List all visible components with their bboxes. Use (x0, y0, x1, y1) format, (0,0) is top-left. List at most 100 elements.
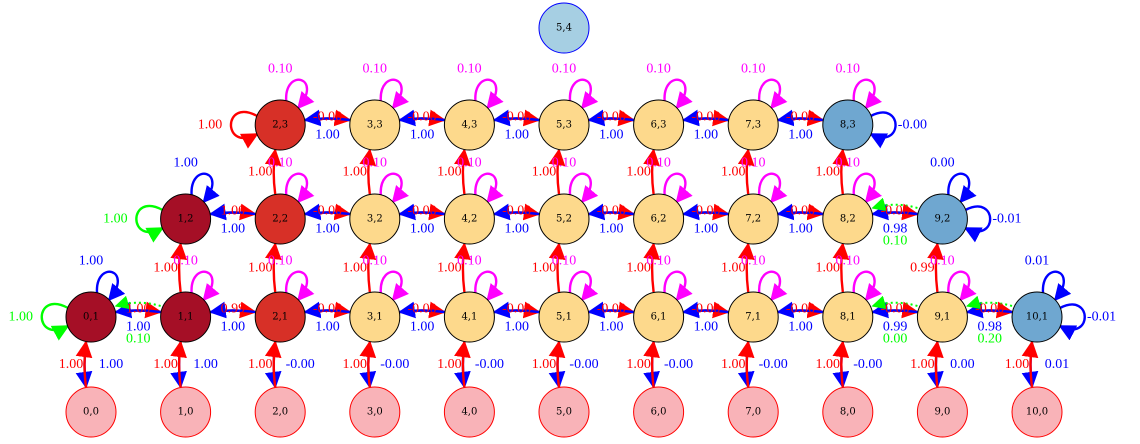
self-loop-label: 1.00 (103, 212, 128, 227)
node-label: 9,1 (934, 312, 950, 323)
node-circle (727, 386, 779, 438)
node-circle (160, 193, 212, 245)
edge-weight-label: 1.00 (694, 128, 719, 143)
node-8-1: 8,1 (822, 291, 874, 343)
node-5-1: 5,1 (538, 291, 590, 343)
edge-9-0-to-9-1-red (927, 340, 944, 388)
edge-weight-label: 1.00 (410, 128, 435, 143)
node-circle (822, 386, 874, 438)
self-loop-2-3 (284, 78, 315, 110)
self-loop-8-3 (869, 111, 897, 149)
node-circle (443, 99, 495, 151)
node-label: 0,1 (83, 312, 99, 323)
node-circle (538, 291, 590, 343)
edge-5-1-to-5-2-red (548, 242, 566, 293)
self-loop-label: 0.10 (741, 62, 766, 77)
node-circle (727, 193, 779, 245)
node-circle (633, 291, 685, 343)
node-label: 2,2 (272, 214, 288, 225)
edge-10-1-to-9-1-blue (965, 301, 1013, 319)
node-circle (65, 386, 117, 438)
node-5-3: 5,3 (538, 99, 590, 151)
self-loop-0-1 (40, 302, 70, 341)
edge-8-3-to-7-3-blue (776, 109, 823, 127)
node-label: 7,1 (745, 312, 761, 323)
edge-7-2-to-6-2-blue (681, 203, 729, 221)
edge-weight-label: 1.00 (153, 261, 178, 276)
edge-labels-layer: -0.00 -0.00 -0.00 -0.00 -0.00 -0.00 1.00 1.00 1.… (9, 62, 1117, 373)
node-4-0: 4,0 (443, 386, 495, 438)
self-loop-label: 0.10 (836, 156, 861, 171)
self-loop-label: 0.01 (1025, 254, 1050, 269)
node-label: 8,2 (840, 214, 856, 225)
edge-weight-label: 0.99 (883, 320, 908, 335)
edge-weight-label: 1.00 (626, 261, 651, 276)
self-loop-6-2 (663, 172, 693, 204)
node-label: 5,1 (556, 312, 572, 323)
node-6-2: 6,2 (633, 193, 685, 245)
node-0-1: 0,1 (65, 291, 117, 343)
self-loop-label: 0.10 (457, 254, 482, 269)
node-4-3: 4,3 (443, 99, 495, 151)
edge-weight-label: -0.00 (691, 302, 720, 317)
node-circle (916, 386, 968, 438)
node-4-1: 4,1 (443, 291, 495, 343)
node-label: 3,1 (367, 312, 383, 323)
node-2-0: 2,0 (254, 386, 306, 438)
self-loop-2-3 (229, 110, 259, 149)
self-loop-label: 0.10 (646, 62, 671, 77)
edge-weight-label: -0.00 (502, 204, 531, 219)
self-loop-7-2 (757, 172, 788, 204)
self-loop-2-2 (284, 172, 315, 204)
node-9-1: 9,1 (916, 291, 968, 343)
edge-weight-label: 1.00 (99, 357, 124, 372)
self-loop-label: 0.10 (646, 156, 671, 171)
edge-8-0-to-8-1-red (832, 340, 850, 388)
self-loop-label: 0.10 (268, 254, 293, 269)
self-loop-label: 0.00 (930, 156, 955, 171)
edge-weight-label: -0.00 (664, 357, 693, 372)
edge-8-2-to-8-3-red (832, 148, 850, 195)
edge-weight-label: 1.00 (910, 357, 935, 372)
node-5-0: 5,0 (538, 386, 590, 438)
edge-4-1-to-3-1-blue (398, 301, 445, 319)
edge-weight-label: 0.98 (977, 320, 1002, 335)
edge-weight-label: 1.00 (721, 165, 746, 180)
node-label: 4,0 (461, 407, 477, 418)
edge-weight-label: -0.00 (475, 357, 504, 372)
self-loop-label: -0.01 (992, 212, 1021, 227)
self-loop-3-3 (379, 78, 409, 110)
edge-5-3-to-4-3-blue (492, 109, 540, 127)
self-loop-8-1 (852, 270, 882, 302)
node-circle (822, 193, 874, 245)
edge-weight-label: 1.00 (193, 357, 218, 372)
edge-weight-label: 0.98 (883, 222, 908, 237)
edge-weight-label: -0.00 (759, 357, 788, 372)
edge-0-0-to-0-1-red (75, 340, 93, 388)
node-label: 6,0 (651, 407, 667, 418)
self-loop-3-2 (379, 172, 409, 204)
edge-weight-label: -0.00 (597, 302, 626, 317)
edge-weight-label: 1.00 (599, 128, 624, 143)
edge-2-1-to-2-2-red (264, 242, 282, 293)
edge-weight-label: -0.00 (380, 357, 409, 372)
edge-9-1-to-9-2-red (927, 242, 944, 293)
edge-weight-label: 1.00 (343, 357, 368, 372)
edge-7-0-to-7-1-red (737, 340, 755, 388)
edge-weight-label: -0.00 (786, 302, 815, 317)
edge-2-1-to-1-1-blue (208, 301, 256, 319)
edge-weight-label: -0.00 (786, 204, 815, 219)
edge-4-2-to-3-2-blue (398, 203, 445, 221)
node-3-1: 3,1 (349, 291, 401, 343)
self-loop-10-1 (1041, 270, 1072, 302)
node-3-0: 3,0 (349, 386, 401, 438)
edge-weight-label: 0.01 (1045, 357, 1070, 372)
edge-weight-label: 1.00 (721, 357, 746, 372)
edge-weight-label: -0.00 (408, 204, 437, 219)
edge-weight-label: -0.00 (408, 302, 437, 317)
edge-weight-label: -0.00 (569, 357, 598, 372)
self-loop-1-1 (190, 270, 220, 302)
self-loop-label: -0.01 (1087, 310, 1116, 325)
edge-weight-label: 1.00 (816, 261, 841, 276)
